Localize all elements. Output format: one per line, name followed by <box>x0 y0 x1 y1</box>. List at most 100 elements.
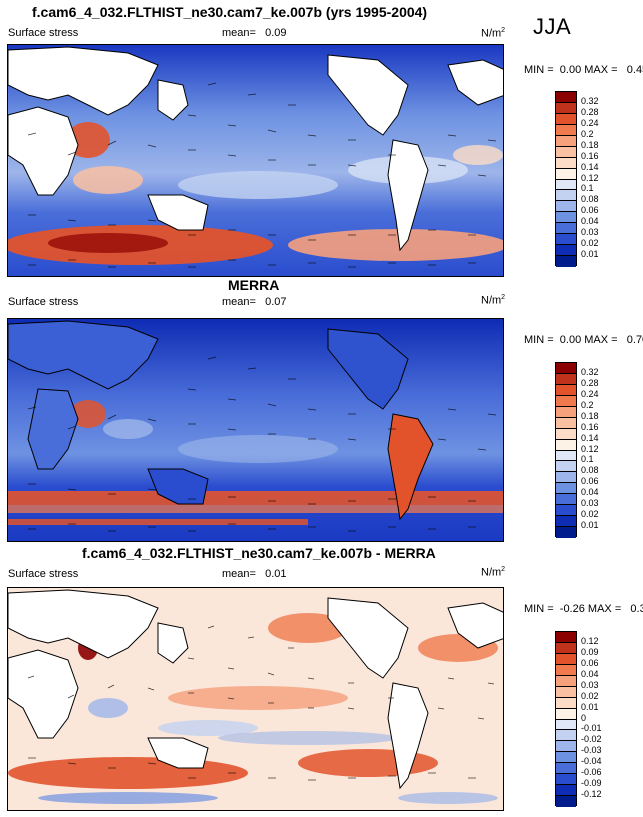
colorbar-swatch <box>556 234 576 246</box>
colorbar-level-label: 0.2 <box>581 399 594 410</box>
panel-1-map <box>7 44 504 277</box>
panel-3-map <box>7 587 504 811</box>
colorbar-swatch <box>556 417 576 429</box>
panel-3-units: N/m2 <box>481 566 506 579</box>
colorbar-swatch <box>556 752 576 764</box>
season-label: JJA <box>533 14 572 39</box>
colorbar-level-label: 0.01 <box>581 520 599 531</box>
panel-3-map-svg <box>8 588 503 810</box>
colorbar-swatch <box>556 686 576 698</box>
wind-vectors <box>27 625 495 781</box>
colorbar-level-label: 0.04 <box>581 487 599 498</box>
colorbar-level-label: -0.09 <box>581 778 602 789</box>
land-masses <box>8 589 503 790</box>
colorbar-swatch <box>556 763 576 775</box>
panel-2-colorbar <box>555 362 577 538</box>
colorbar-level-label: 0.24 <box>581 388 599 399</box>
panel-2-variable: Surface stress <box>8 296 79 308</box>
colorbar-level-label: 0.12 <box>581 172 599 183</box>
panel-1-mean: mean= 0.09 <box>222 27 287 39</box>
colorbar-swatch <box>556 190 576 202</box>
colorbar-level-label: -0.12 <box>581 789 602 800</box>
colorbar-swatch <box>556 179 576 191</box>
colorbar-level-label: 0.2 <box>581 128 594 139</box>
panel-1-colorbar <box>555 91 577 267</box>
colorbar-swatch <box>556 439 576 451</box>
colorbar-level-label: 0.28 <box>581 106 599 117</box>
colorbar-level-label: 0.02 <box>581 238 599 249</box>
colorbar-level-label: 0.01 <box>581 701 599 712</box>
colorbar-level-label: 0.14 <box>581 432 599 443</box>
colorbar-swatch <box>556 373 576 385</box>
colorbar-swatch <box>556 642 576 654</box>
panel-1-mean-value: 0.09 <box>265 27 287 39</box>
colorbar-swatch <box>556 157 576 169</box>
panel-2-mean-label: mean= <box>222 296 256 308</box>
panel-1-min-value: 0.00 <box>559 64 582 76</box>
colorbar-swatch <box>556 774 576 786</box>
colorbar-swatch <box>556 201 576 213</box>
panel-2-map-svg <box>8 319 503 541</box>
colorbar-level-label: 0.04 <box>581 668 599 679</box>
panel-1-max-value: 0.45 <box>626 64 643 76</box>
colorbar-swatch <box>556 697 576 709</box>
colorbar-swatch <box>556 245 576 257</box>
colorbar-swatch <box>556 505 576 517</box>
colorbar-level-label: 0.16 <box>581 150 599 161</box>
colorbar-swatch <box>556 516 576 528</box>
colorbar-level-label: 0.04 <box>581 216 599 227</box>
panel-1-min-max: MIN = 0.00 MAX = 0.45 <box>524 64 643 76</box>
colorbar-level-label: 0.32 <box>581 95 599 106</box>
land-masses <box>8 320 434 521</box>
panel-3-mean: mean= 0.01 <box>222 568 287 580</box>
colorbar-swatch <box>556 527 576 538</box>
colorbar-swatch <box>556 102 576 114</box>
panel-2-min-value: 0.00 <box>559 334 582 346</box>
colorbar-swatch <box>556 384 576 396</box>
panel-2-min-max: MIN = 0.00 MAX = 0.70 <box>524 334 643 346</box>
colorbar-level-label: 0.12 <box>581 635 599 646</box>
colorbar-level-label: 0.16 <box>581 421 599 432</box>
colorbar-level-label: 0.02 <box>581 509 599 520</box>
panel-1-title: f.cam6_4_032.FLTHIST_ne30.cam7_ke.007b (… <box>32 4 428 20</box>
colorbar-swatch <box>556 92 576 103</box>
colorbar-swatch <box>556 719 576 731</box>
colorbar-level-label: 0.08 <box>581 194 599 205</box>
colorbar-swatch <box>556 653 576 665</box>
colorbar-level-label: 0.12 <box>581 443 599 454</box>
colorbar-swatch <box>556 450 576 462</box>
panel-1-mean-label: mean= <box>222 27 256 39</box>
wind-vectors <box>27 82 497 268</box>
colorbar-swatch <box>556 256 576 267</box>
panel-3-variable: Surface stress <box>8 568 79 580</box>
panel-2-max-value: 0.70 <box>626 334 643 346</box>
colorbar-level-label: 0.03 <box>581 227 599 238</box>
colorbar-swatch <box>556 124 576 136</box>
colorbar-swatch <box>556 675 576 687</box>
panel-2-mean: mean= 0.07 <box>222 296 287 308</box>
colorbar-level-label: 0.03 <box>581 679 599 690</box>
panel-2-mean-value: 0.07 <box>265 296 287 308</box>
panel-2-map <box>7 318 504 542</box>
colorbar-level-label: 0.18 <box>581 410 599 421</box>
panel-1-variable: Surface stress <box>8 27 79 39</box>
colorbar-level-label: 0.24 <box>581 117 599 128</box>
colorbar-level-label: 0.06 <box>581 476 599 487</box>
colorbar-swatch <box>556 223 576 235</box>
colorbar-swatch <box>556 113 576 125</box>
colorbar-swatch <box>556 664 576 676</box>
colorbar-swatch <box>556 730 576 742</box>
panel-1-map-svg <box>8 45 503 276</box>
colorbar-level-label: 0 <box>581 712 587 723</box>
panel-3-mean-label: mean= <box>222 568 256 580</box>
colorbar-swatch <box>556 135 576 147</box>
colorbar-level-label: 0.06 <box>581 205 599 216</box>
colorbar-level-label: 0.06 <box>581 657 599 668</box>
southern-ocean-max <box>8 491 503 505</box>
colorbar-level-label: 0.01 <box>581 249 599 260</box>
colorbar-swatch <box>556 708 576 720</box>
colorbar-level-label: 0.08 <box>581 465 599 476</box>
panel-3-min-max: MIN = -0.26 MAX = 0.30 <box>524 603 643 615</box>
panel-3-title: f.cam6_4_032.FLTHIST_ne30.cam7_ke.007b -… <box>82 545 436 561</box>
colorbar-swatch <box>556 796 576 807</box>
